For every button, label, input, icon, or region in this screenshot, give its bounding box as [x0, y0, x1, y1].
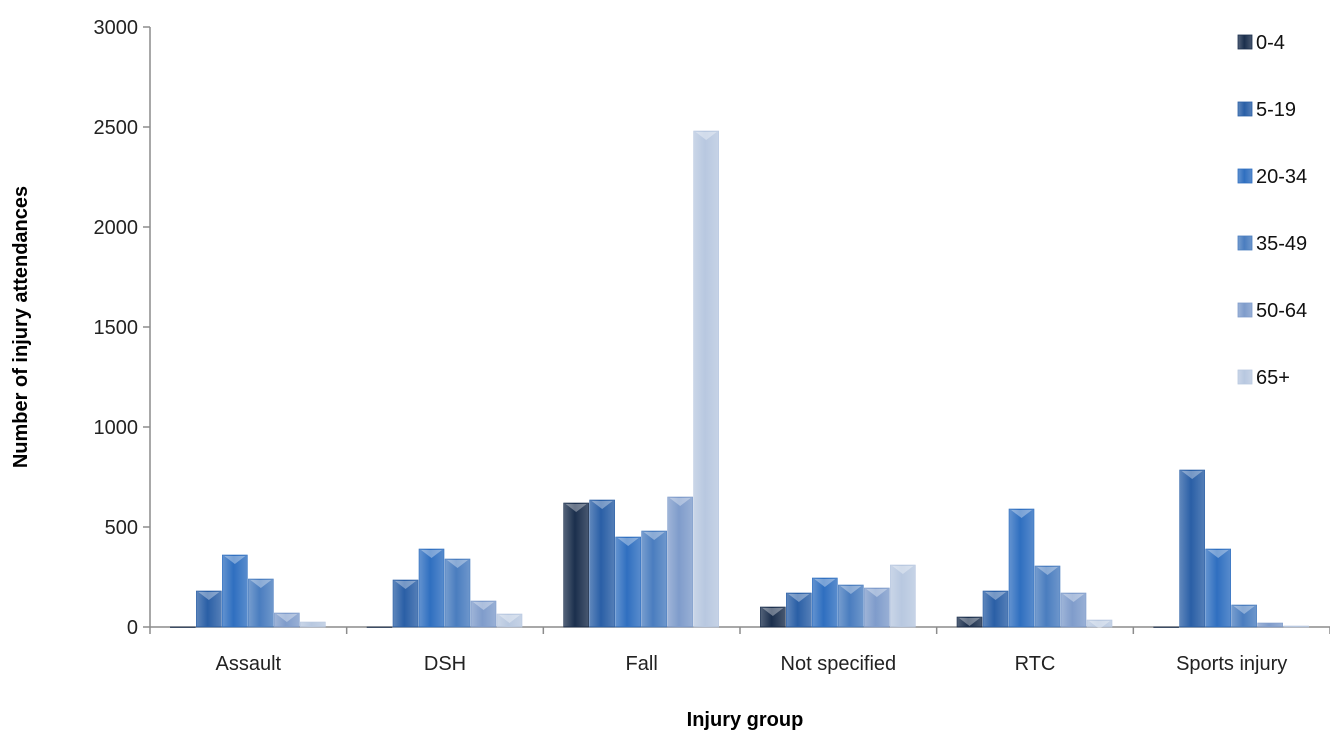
- legend-swatch: [1237, 34, 1253, 50]
- bar-bevel: [959, 618, 980, 626]
- bar-20-34: [418, 548, 445, 628]
- bar-35-49: [1034, 565, 1061, 628]
- y-tick-label: 1500: [94, 317, 139, 339]
- bar-bevel: [276, 614, 298, 622]
- bar-50-64: [864, 587, 890, 628]
- bar-5-19: [982, 590, 1009, 628]
- x-tick-label: Assault: [216, 653, 282, 675]
- bar-35-49: [248, 578, 274, 628]
- legend-label: 0-4: [1256, 32, 1285, 54]
- y-tick-labels: 0 500 1000 1500 2000 2500 3000: [94, 17, 139, 639]
- bar-bevel: [499, 615, 520, 623]
- bar-bevel: [866, 589, 888, 597]
- bar-5-19: [392, 579, 419, 628]
- x-axis-title: Injury group: [687, 709, 804, 731]
- bar-50-64: [470, 600, 497, 628]
- bar-bevel: [643, 532, 665, 540]
- y-tick-label: 0: [127, 617, 138, 639]
- bar-35-49: [1231, 604, 1257, 628]
- y-tick-label: 2000: [94, 217, 139, 239]
- bar-bevel: [892, 566, 914, 574]
- bar-0-4: [366, 626, 393, 628]
- bar-bevel: [1181, 471, 1203, 479]
- bar-bevel: [695, 132, 717, 140]
- bar-bevel: [1233, 606, 1255, 614]
- bar-bevel: [1063, 594, 1084, 602]
- bar-35-49: [444, 558, 471, 628]
- bar-0-4: [956, 616, 983, 628]
- bar-50-64: [1257, 622, 1283, 628]
- bar-50-64: [1060, 592, 1087, 628]
- y-tick-label: 500: [105, 517, 138, 539]
- bar-35-49: [641, 530, 667, 628]
- y-tick-label: 3000: [94, 17, 139, 39]
- bar-bevel: [250, 580, 272, 588]
- bar-bevel: [198, 592, 220, 600]
- bar-bevel: [395, 581, 416, 589]
- bar-5-19: [589, 499, 615, 628]
- bar-20-34: [1205, 548, 1231, 628]
- legend-swatch: [1237, 101, 1253, 117]
- bar-5-19: [196, 590, 222, 628]
- bar-bevel: [1037, 567, 1058, 575]
- y-tick-label: 1000: [94, 417, 139, 439]
- legend-label: 5-19: [1256, 99, 1296, 121]
- bar-0-4: [563, 502, 589, 628]
- y-tick-label: 2500: [94, 117, 139, 139]
- legend-label: 35-49: [1256, 233, 1307, 255]
- bar-bevel: [669, 498, 691, 506]
- bar-bevel: [840, 586, 862, 594]
- bar-35-49: [838, 584, 864, 628]
- bar-bevel: [224, 556, 246, 564]
- bar-65+: [1086, 619, 1113, 628]
- bar-bevel: [617, 538, 639, 546]
- bar-5-19: [786, 592, 812, 628]
- bar-65+: [1283, 625, 1309, 628]
- bar-bevel: [814, 579, 836, 587]
- legend-label: 65+: [1256, 367, 1290, 389]
- legend-swatch: [1237, 168, 1253, 184]
- bar-0-4: [170, 626, 196, 628]
- bar-20-34: [812, 577, 838, 628]
- legend-swatch: [1237, 302, 1253, 318]
- bar-65+: [496, 613, 523, 628]
- bar-bevel: [473, 602, 494, 610]
- bar-bevel: [591, 501, 613, 509]
- bar-5-19: [1179, 469, 1205, 628]
- bar-0-4: [1153, 626, 1179, 628]
- bar-bevel: [1207, 550, 1229, 558]
- bar-20-34: [615, 536, 641, 628]
- bar-20-34: [1008, 508, 1035, 628]
- bar-bevel: [788, 594, 810, 602]
- y-axis-title: Number of injury attendances: [10, 186, 32, 468]
- legend-label: 20-34: [1256, 166, 1307, 188]
- legend: 0-4 5-19 20-34 35-49 50-64 65+: [1237, 32, 1307, 389]
- x-tick-label: RTC: [1015, 653, 1056, 675]
- axes: [143, 26, 1330, 634]
- x-tick-labels: Assault DSH Fall Not specified RTC Sports inj…: [216, 653, 1288, 675]
- x-tick-label: Not specified: [781, 653, 897, 675]
- legend-swatch: [1237, 235, 1253, 251]
- bar-bevel: [1011, 510, 1032, 518]
- bar-bevel: [447, 560, 468, 568]
- x-tick-label: DSH: [424, 653, 466, 675]
- bar-0-4: [760, 606, 786, 628]
- bar-bevel: [1089, 621, 1110, 629]
- x-tick-label: Sports injury: [1176, 653, 1287, 675]
- bar-bevel: [985, 592, 1006, 600]
- bar-65+: [890, 564, 916, 628]
- legend-swatch: [1237, 369, 1253, 385]
- bar-65+: [300, 621, 326, 628]
- bar-65+: [693, 130, 719, 628]
- legend-label: 50-64: [1256, 300, 1307, 322]
- bar-50-64: [667, 496, 693, 628]
- bar-20-34: [222, 554, 248, 628]
- bar-bevel: [565, 504, 587, 512]
- bars: [170, 130, 1309, 629]
- bar-bevel: [762, 608, 784, 616]
- bar-bevel: [421, 550, 442, 558]
- x-tick-label: Fall: [626, 653, 658, 675]
- bar-50-64: [274, 612, 300, 628]
